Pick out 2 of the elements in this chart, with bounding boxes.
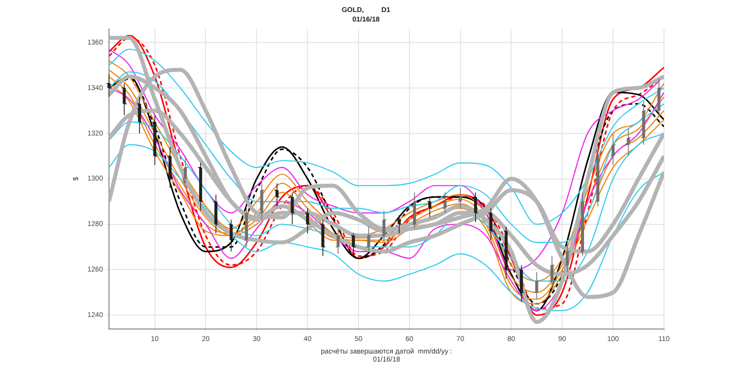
line-series xyxy=(108,48,664,225)
line-series xyxy=(108,144,664,312)
